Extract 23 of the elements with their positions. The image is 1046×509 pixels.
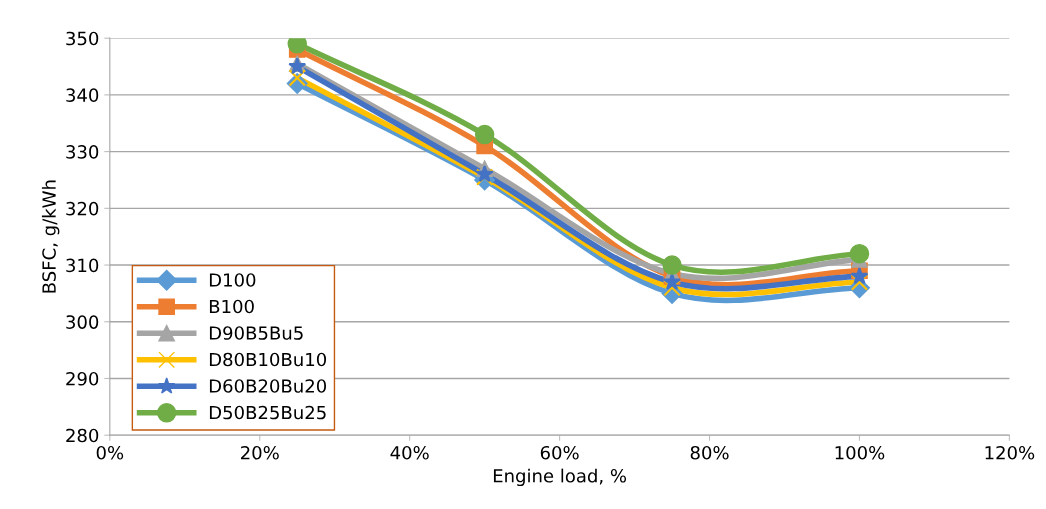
legend-label: D80B10Bu10 (209, 352, 327, 367)
y-tick-label: 290 (66, 371, 99, 386)
legend-label: B100 (209, 299, 254, 314)
legend-label: D50B25Bu25 (209, 405, 326, 420)
legend-label: D100 (209, 273, 256, 287)
y-tick-label: 340 (66, 88, 99, 103)
x-tick-label: 20% (241, 445, 279, 460)
y-tick-label: 280 (66, 428, 99, 443)
x-tick-label: 40% (390, 445, 429, 460)
y-tick-label: 350 (66, 31, 99, 46)
x-tick-label: 120% (985, 445, 1035, 460)
x-tick-label: 0% (96, 445, 124, 460)
x-tick-label: 80% (690, 445, 729, 460)
y-tick-label: 300 (66, 315, 99, 329)
legend-label: D90B5Bu5 (209, 326, 303, 340)
x-tick-label: 60% (540, 445, 579, 460)
x-axis-title: Engine load, % (493, 468, 627, 487)
y-tick-label: 310 (66, 258, 99, 273)
y-axis-title: BSFC, g/kWh (41, 180, 60, 293)
x-tick-label: 100% (835, 445, 885, 460)
legend-label: D60B20Bu20 (209, 379, 327, 393)
y-tick-label: 330 (66, 145, 99, 159)
y-tick-label: 320 (66, 201, 99, 216)
